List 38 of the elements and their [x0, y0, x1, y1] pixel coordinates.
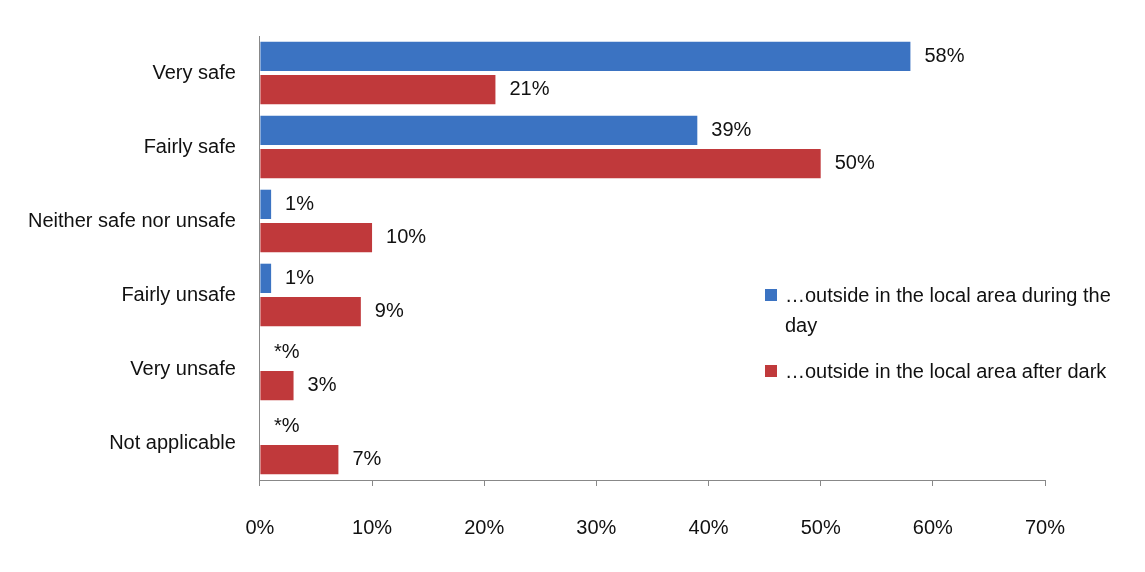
bar [260, 371, 294, 401]
bar [260, 41, 911, 71]
bar [260, 75, 496, 105]
data-label: 39% [711, 117, 752, 140]
y-tick-label: Not applicable [109, 430, 236, 453]
x-tick-label: 50% [800, 515, 841, 538]
bar [260, 189, 272, 219]
data-label: 7% [352, 447, 382, 470]
x-tick-label: 40% [688, 515, 729, 538]
y-tick-label: Very unsafe [130, 356, 236, 379]
data-label: 10% [386, 225, 427, 248]
data-label: 9% [374, 299, 404, 322]
bar [260, 297, 361, 327]
x-tick-label: 60% [912, 515, 954, 538]
y-tick-label: Neither safe nor unsafe [27, 208, 236, 231]
bar [260, 263, 272, 293]
x-tick-label: 70% [1024, 515, 1066, 538]
data-label: 3% [307, 373, 337, 396]
bar [260, 115, 698, 145]
x-tick-label: 20% [464, 515, 505, 538]
y-tick-label: Very safe [152, 60, 236, 83]
x-tick-label: 10% [352, 515, 393, 538]
x-tick-label: 30% [576, 515, 617, 538]
data-label: 58% [924, 43, 965, 66]
data-label: *% [273, 339, 300, 362]
legend-label: …outside in the local area during the day [785, 283, 1112, 339]
data-label: *% [273, 413, 300, 436]
y-tick-label: Fairly unsafe [121, 282, 236, 305]
data-label: 50% [834, 151, 875, 174]
data-label: 21% [509, 77, 550, 100]
bar [260, 445, 339, 475]
x-tick-label: 0% [245, 515, 275, 538]
data-label: 1% [285, 191, 315, 214]
legend-label: …outside in the local area after dark [785, 359, 1107, 385]
y-tick-label: Fairly safe [143, 134, 236, 157]
bar [260, 223, 373, 253]
bar [260, 149, 821, 179]
data-label: 1% [285, 265, 315, 288]
